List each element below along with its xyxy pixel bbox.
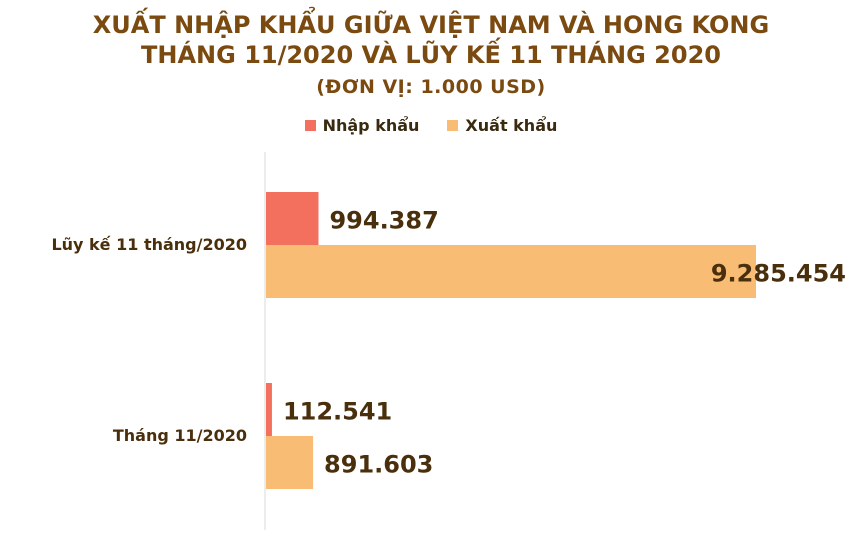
legend-label-export: Xuất khẩu bbox=[465, 116, 558, 135]
legend-swatch-export bbox=[447, 120, 459, 131]
chart-subtitle: THÁNG 11/2020 VÀ LŨY KẾ 11 THÁNG 2020 bbox=[141, 41, 721, 69]
bar-import bbox=[266, 383, 272, 436]
legend: Nhập khẩu Xuất khẩu bbox=[0, 116, 862, 135]
chart-unit: (ĐƠN VỊ: 1.000 USD) bbox=[316, 76, 546, 98]
data-label: 994.387 bbox=[329, 207, 438, 235]
data-label: 112.541 bbox=[283, 398, 392, 426]
category-label: Tháng 11/2020 bbox=[113, 426, 247, 445]
data-label: 891.603 bbox=[324, 451, 433, 479]
legend-item-import: Nhập khẩu bbox=[304, 116, 420, 135]
legend-swatch-import bbox=[304, 120, 316, 131]
legend-item-export: Xuất khẩu bbox=[447, 116, 557, 135]
data-label: 9.285.454 bbox=[711, 260, 846, 288]
bar-export bbox=[266, 436, 314, 489]
category-label: Lũy kế 11 tháng/2020 bbox=[51, 235, 247, 254]
legend-label-import: Nhập khẩu bbox=[322, 116, 420, 135]
bar-export bbox=[266, 245, 756, 298]
chart-title: XUẤT NHẬP KHẨU GIỮA VIỆT NAM VÀ HONG KON… bbox=[92, 11, 770, 39]
bar-import bbox=[266, 192, 319, 245]
